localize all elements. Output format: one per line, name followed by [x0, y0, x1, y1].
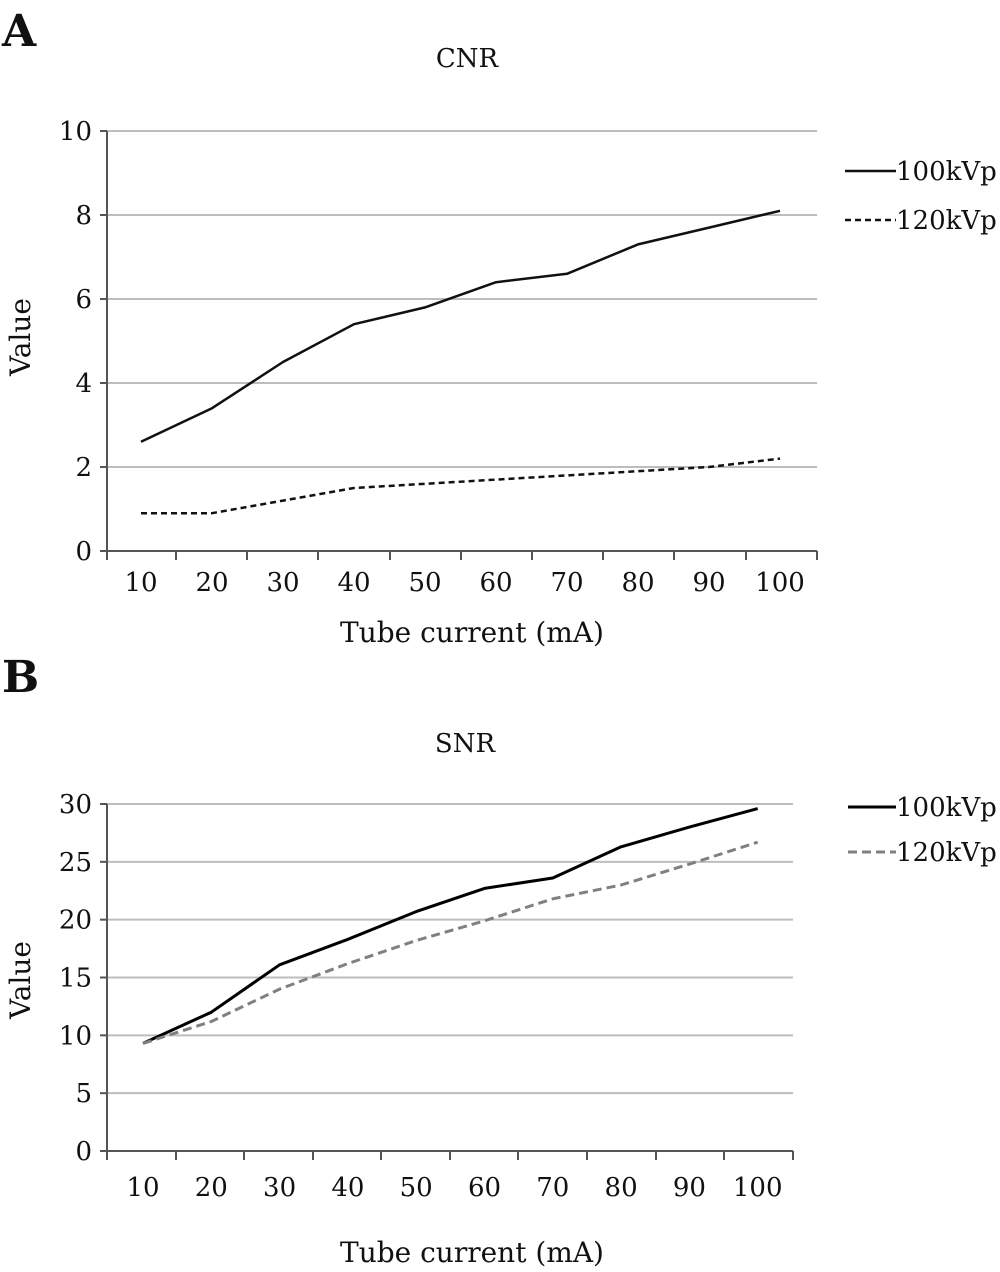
legend-label: 120kVp: [896, 206, 997, 236]
chart-title: CNR: [436, 44, 500, 74]
y-tick-label: 6: [75, 285, 92, 315]
series-line-120kvp: [142, 840, 759, 1045]
chart-panel-b: B SNR 0 5 10 15 20 25 30 10 20 30 40 50 60 70 80 90 100…: [2, 652, 997, 1269]
legend: 100kVp 120kVp: [845, 157, 997, 236]
y-tick-label: 20: [59, 906, 92, 936]
series-lines: [140, 209, 781, 515]
x-tick-label: 80: [605, 1173, 638, 1203]
panel-letter: B: [2, 652, 39, 703]
x-tick-label: 20: [195, 1173, 228, 1203]
series-line-120kvp: [141, 457, 781, 515]
x-tick-label: 10: [124, 568, 157, 598]
series-line-100kvp: [140, 209, 781, 443]
chart-title: SNR: [435, 729, 497, 759]
series-lines: [142, 807, 759, 1045]
gridlines: [107, 803, 793, 1152]
legend-label: 120kVp: [896, 838, 997, 868]
x-tick-label: 90: [673, 1173, 706, 1203]
y-tick-label: 2: [75, 453, 92, 483]
y-tick-label: 15: [59, 964, 92, 994]
x-axis-label: Tube current (mA): [340, 1236, 604, 1269]
y-tick-labels: 0 5 10 15 20 25 30: [59, 790, 92, 1167]
y-tick-label: 30: [59, 790, 92, 820]
x-tick-label: 80: [621, 568, 654, 598]
x-tick-label: 100: [755, 568, 805, 598]
y-tick-label: 25: [59, 848, 92, 878]
y-tick-label: 0: [75, 1137, 92, 1167]
panel-letter: A: [1, 6, 37, 57]
y-tick-label: 8: [75, 201, 92, 231]
x-tick-label: 70: [550, 568, 583, 598]
y-tick-label: 10: [59, 1021, 92, 1051]
y-tick-label: 4: [75, 369, 92, 399]
y-tick-label: 0: [75, 537, 92, 567]
y-axis-label: Value: [4, 298, 37, 377]
x-tick-label: 50: [400, 1173, 433, 1203]
gridlines: [107, 130, 817, 552]
x-tick-label: 30: [263, 1173, 296, 1203]
series-line-100kvp: [142, 807, 759, 1045]
x-tick-label: 10: [126, 1173, 159, 1203]
legend: 100kVp 120kVp: [848, 793, 997, 868]
y-tick-label: 5: [75, 1079, 92, 1109]
x-tick-label: 20: [195, 568, 228, 598]
x-tick-labels: 10 20 30 40 50 60 70 80 90 100: [126, 1173, 782, 1203]
x-tick-label: 40: [331, 1173, 364, 1203]
axes: [100, 803, 794, 1160]
x-tick-label: 60: [479, 568, 512, 598]
x-tick-label: 100: [733, 1173, 783, 1203]
x-tick-labels: 10 20 30 40 50 60 70 80 90 100: [124, 568, 804, 598]
x-tick-label: 30: [266, 568, 299, 598]
y-tick-labels: 0 2 4 6 8 10: [59, 117, 92, 567]
x-tick-label: 40: [337, 568, 370, 598]
y-axis-label: Value: [4, 941, 37, 1020]
x-tick-label: 70: [536, 1173, 569, 1203]
x-tick-label: 90: [692, 568, 725, 598]
x-axis-label: Tube current (mA): [340, 616, 604, 649]
x-tick-label: 60: [468, 1173, 501, 1203]
legend-label: 100kVp: [896, 157, 997, 187]
axes: [100, 130, 818, 560]
y-tick-label: 10: [59, 117, 92, 147]
chart-panel-a: A CNR 0 2 4 6 8 10 10 20 30 40 50 60 70 80 90 100 Tube…: [1, 6, 997, 649]
legend-label: 100kVp: [896, 793, 997, 823]
x-tick-label: 50: [408, 568, 441, 598]
